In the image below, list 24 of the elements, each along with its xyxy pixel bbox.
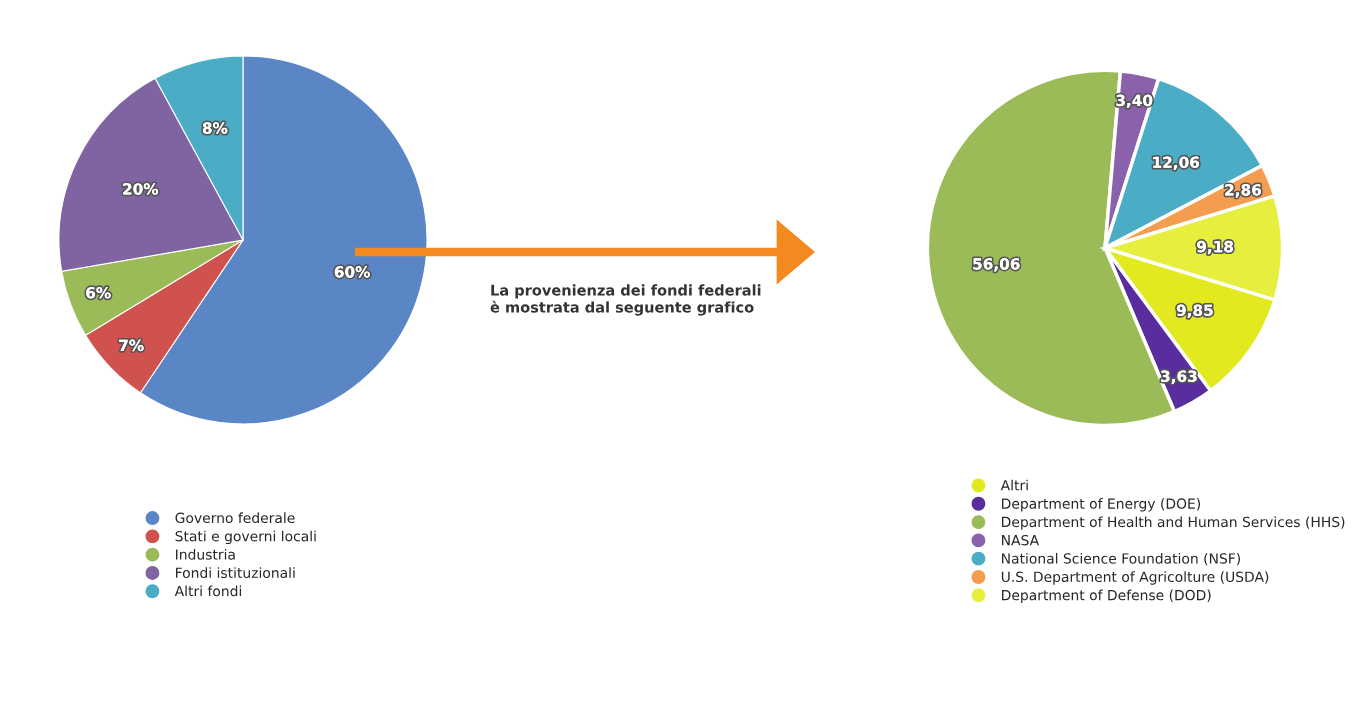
legend-label: Department of Energy (DOE) [1002,498,1201,512]
legend-label: NASA [1002,534,1040,546]
data-label: 2,86 [1225,184,1261,198]
legend-label: Stati e governi locali [175,530,316,545]
data-label: 6% [86,286,111,299]
legend-label: Department of Health and Human Services (HHS) [1002,516,1345,530]
data-label: 3,63 [1161,370,1197,384]
text: La provenienza dei fondi federali è mostrata dal seguente grafico [490,284,761,316]
legend-label: Department of Defense (DOD) [1002,589,1211,604]
legend-label: U.S. Department of Agricolture (USDA) [1001,571,1269,585]
legend-label: Altri [1000,479,1028,491]
data-label: 56,06 [973,258,1020,272]
data-label: 9,18 [1197,240,1234,255]
legend-label: Fondi istituzionali [176,567,295,579]
data-label: 60% [334,266,370,278]
data-label: 7% [119,339,144,352]
legend-label: Industria [176,548,235,560]
data-label: 9,85 [1176,304,1213,318]
data-label: 20% [123,183,159,195]
legend-label: Governo federale [175,512,295,524]
data-label: 8% [202,122,228,134]
legend-label: Altri fondi [174,585,242,597]
legend-label: National Science Foundation (NSF) [1002,552,1240,566]
data-label: 12,06 [1153,156,1200,170]
